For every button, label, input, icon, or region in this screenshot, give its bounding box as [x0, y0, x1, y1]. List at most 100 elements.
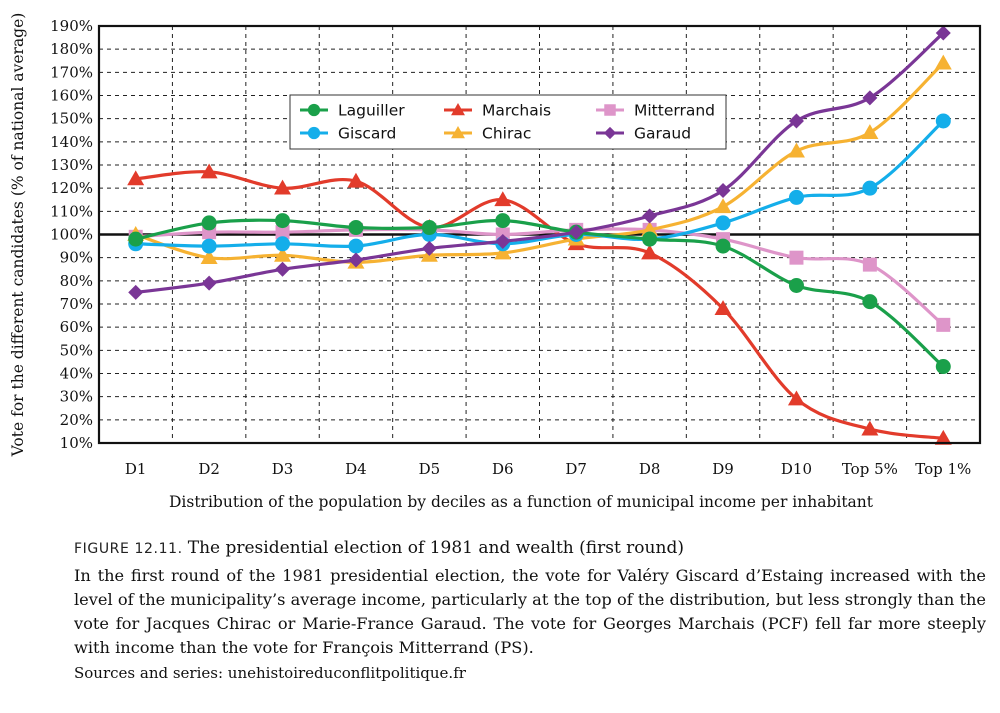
y-tick-label: 150% — [50, 110, 93, 128]
point-garaud — [421, 240, 437, 256]
series-layer — [127, 25, 952, 445]
point-chirac — [714, 198, 732, 214]
y-tick-label: 90% — [60, 249, 93, 267]
point-giscard — [935, 113, 951, 129]
point-giscard — [715, 215, 731, 231]
point-garaud — [788, 113, 804, 129]
legend-marker-laguiller — [307, 103, 321, 117]
y-tick-labels: 10% 20% 30% 40% 50% 60% 70% 80% 90% 100% 110% 120% 1… — [50, 17, 93, 452]
point-mitterrand — [789, 250, 804, 265]
legend-box — [289, 94, 727, 150]
x-tick-label: D9 — [712, 460, 734, 478]
point-laguiller — [642, 231, 658, 247]
y-tick-label: 20% — [60, 411, 93, 429]
point-marchais — [787, 390, 805, 406]
point-laguiller — [788, 277, 804, 293]
y-tick-label: 10% — [60, 434, 93, 452]
point-marchais — [347, 172, 365, 188]
point-laguiller — [935, 359, 951, 375]
x-tick-label: Top 1% — [915, 460, 971, 478]
point-chirac — [274, 246, 292, 262]
point-marchais — [934, 429, 952, 445]
point-marchais — [200, 163, 218, 179]
plot-frame — [97, 24, 982, 445]
legend-item-chirac: Chirac — [444, 125, 531, 143]
point-giscard — [788, 189, 804, 205]
y-tick-label: 130% — [50, 156, 93, 174]
y-tick-label: 50% — [60, 341, 93, 359]
point-marchais — [861, 420, 879, 436]
point-giscard — [201, 238, 217, 254]
legend-item-mitterrand: Mitterrand — [596, 102, 715, 120]
x-tick-label: D8 — [639, 460, 661, 478]
point-marchais — [641, 244, 659, 260]
point-garaud — [201, 275, 217, 291]
y-tick-label: 40% — [60, 365, 93, 383]
point-garaud — [568, 224, 584, 240]
point-garaud — [642, 208, 658, 224]
figure-title: The presidential election of 1981 and we… — [187, 538, 684, 558]
series-chirac — [127, 54, 952, 269]
legend-label-giscard: Giscard — [338, 125, 396, 143]
point-laguiller — [201, 215, 217, 231]
y-tick-label: 100% — [50, 226, 93, 244]
point-chirac — [200, 249, 218, 265]
series-marchais — [127, 163, 952, 445]
point-giscard — [862, 180, 878, 196]
figure-source: Sources and series: unehistoireduconflit… — [74, 664, 466, 682]
x-tick-label: D7 — [565, 460, 587, 478]
y-tick-label: 60% — [60, 318, 93, 336]
x-tick-label: Top 5% — [842, 460, 898, 478]
legend: Laguiller Marchais Mitterrand Giscard Chirac… — [289, 94, 727, 150]
point-garaud — [715, 182, 731, 198]
point-garaud — [348, 252, 364, 268]
point-chirac — [861, 124, 879, 139]
legend-label-mitterrand: Mitterrand — [634, 102, 715, 120]
point-laguiller — [715, 238, 731, 254]
y-tick-label: 110% — [50, 202, 93, 220]
point-marchais — [274, 179, 292, 195]
legend-item-laguiller: Laguiller — [300, 102, 405, 120]
x-tick-label: D4 — [345, 460, 367, 478]
point-mitterrand — [936, 317, 951, 332]
point-laguiller — [275, 213, 291, 229]
figure-description: In the first round of the 1981 president… — [74, 566, 986, 657]
point-laguiller — [862, 294, 878, 310]
y-axis-label: Vote for the different candidates (% of … — [9, 13, 27, 458]
point-mitterrand — [862, 257, 877, 272]
x-tick-label: D2 — [198, 460, 220, 478]
legend-label-marchais: Marchais — [482, 102, 551, 120]
point-mitterrand — [275, 225, 290, 240]
point-giscard — [348, 238, 364, 254]
legend-marker-mitterrand — [604, 104, 616, 116]
point-giscard — [275, 236, 291, 252]
point-marchais — [127, 170, 145, 186]
legend-label-laguiller: Laguiller — [338, 102, 405, 120]
legend-item-giscard: Giscard — [300, 125, 396, 143]
chart: 10% 20% 30% 40% 50% 60% 70% 80% 90% 100% 110% 120% 1… — [9, 13, 982, 511]
point-garaud — [275, 261, 291, 277]
series-laguiller — [128, 213, 951, 375]
legend-marker-garaud — [603, 126, 617, 140]
legend-label-garaud: Garaud — [634, 125, 691, 143]
x-tick-label: D5 — [419, 460, 441, 478]
x-tick-labels: D1 D2 D3 D4 D5 D6 D7 D8 D9 D10 Top 5% Top 1% — [125, 460, 971, 478]
point-chirac — [934, 54, 952, 70]
y-tick-label: 30% — [60, 388, 93, 406]
legend-marker-giscard — [307, 126, 321, 140]
y-tick-label: 180% — [50, 40, 93, 58]
figure-heading: FIGURE 12.11. The presidential election … — [74, 536, 986, 560]
series-garaud — [128, 25, 951, 300]
figure-label: FIGURE 12.11. — [74, 541, 183, 557]
y-tick-label: 70% — [60, 295, 93, 313]
point-garaud — [495, 233, 511, 249]
y-tick-label: 140% — [50, 133, 93, 151]
legend-marker-chirac — [451, 126, 465, 139]
legend-label-chirac: Chirac — [482, 125, 531, 143]
y-tick-label: 170% — [50, 63, 93, 81]
point-marchais — [714, 300, 732, 316]
y-tick-label: 120% — [50, 179, 93, 197]
legend-item-marchais: Marchais — [444, 102, 551, 120]
point-chirac — [641, 221, 659, 237]
point-garaud — [862, 90, 878, 106]
